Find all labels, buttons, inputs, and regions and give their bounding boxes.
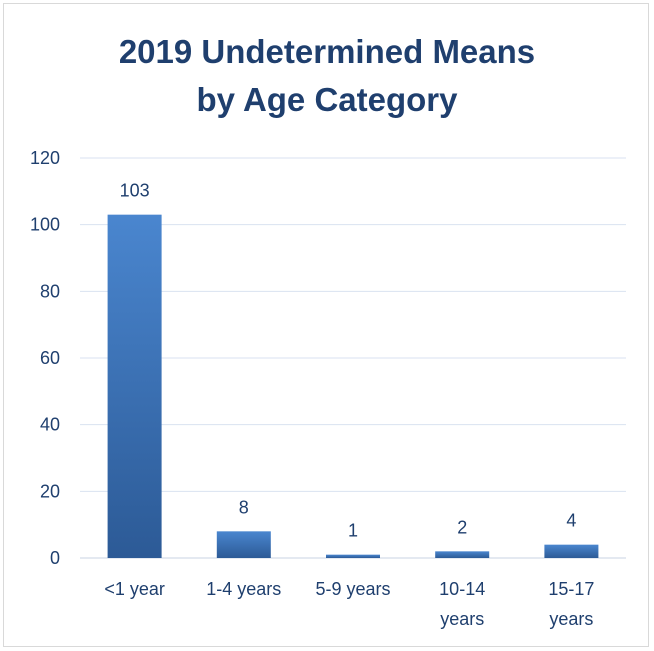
y-tick-label: 100	[30, 215, 60, 235]
data-label: 2	[457, 517, 467, 537]
data-labels: 103 8 1 2 4	[120, 181, 577, 541]
x-axis: <1 year 1-4 years 5-9 years 10-14 years 15-17…	[104, 579, 594, 629]
bar	[216, 531, 271, 558]
bar	[326, 554, 380, 558]
y-tick-label: 0	[50, 548, 60, 568]
data-label: 8	[239, 497, 249, 517]
data-label: 103	[120, 181, 150, 201]
chart-title-line-1: 2019 Undetermined Means	[118, 33, 536, 70]
x-tick-label: years	[549, 609, 593, 629]
bar	[544, 544, 599, 558]
y-tick-label: 120	[30, 148, 60, 168]
data-label: 1	[348, 521, 358, 541]
x-tick-label: 5-9 years	[315, 579, 390, 599]
y-axis: 0 20 40 60 80 100 120	[30, 148, 60, 568]
bar	[435, 551, 490, 558]
x-tick-label: 15-17	[548, 579, 594, 599]
x-tick-label: 1-4 years	[206, 579, 281, 599]
chart-title: 2019 Undetermined Means by Age Category	[0, 28, 654, 124]
y-tick-label: 80	[40, 281, 60, 301]
x-tick-label: years	[440, 609, 484, 629]
x-tick-label: <1 year	[104, 579, 165, 599]
data-label: 4	[566, 511, 576, 531]
y-tick-label: 20	[40, 481, 60, 501]
gridlines	[80, 157, 626, 559]
y-tick-label: 60	[40, 348, 60, 368]
x-tick-label: 10-14	[439, 579, 485, 599]
chart-title-line-2: by Age Category	[196, 81, 458, 118]
bar	[107, 214, 162, 558]
bars	[107, 214, 599, 558]
y-tick-label: 40	[40, 415, 60, 435]
